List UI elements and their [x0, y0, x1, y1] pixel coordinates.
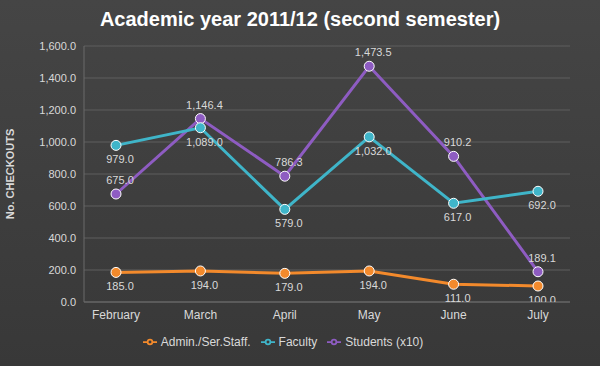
- svg-text:April: April: [273, 308, 297, 322]
- svg-text:July: July: [527, 308, 548, 322]
- svg-text:0.0: 0.0: [61, 296, 76, 308]
- html-text:Admin./Ser.Staff.: Admin./Ser.Staff.: [160, 335, 251, 349]
- svg-text:111.0: 111.0: [445, 292, 471, 302]
- svg-text:May: May: [358, 308, 381, 322]
- html-text:Students (x10): Students (x10): [345, 335, 424, 349]
- svg-text:1,400.0: 1,400.0: [39, 72, 76, 84]
- svg-text:February: February: [92, 308, 140, 322]
- svg-text:200.0: 200.0: [48, 264, 76, 276]
- svg-text:675.0: 675.0: [106, 174, 134, 186]
- svg-text:617.0: 617.0: [444, 211, 472, 223]
- svg-text:579.0: 579.0: [275, 217, 303, 229]
- svg-text:979.0: 979.0: [106, 153, 134, 165]
- svg-text:194.0: 194.0: [191, 279, 219, 291]
- svg-text:800.0: 800.0: [48, 168, 76, 180]
- svg-text:910.2: 910.2: [444, 136, 472, 148]
- svg-text:400.0: 400.0: [48, 232, 76, 244]
- svg-text:1,000.0: 1,000.0: [39, 136, 76, 148]
- svg-text:March: March: [184, 308, 217, 322]
- svg-text:1,473.5: 1,473.5: [355, 46, 392, 58]
- svg-text:189.1: 189.1: [528, 252, 556, 264]
- svg-text:600.0: 600.0: [48, 200, 76, 212]
- svg-text:1,089.0: 1,089.0: [186, 136, 223, 148]
- svg-text:June: June: [441, 308, 467, 322]
- html-text:Academic year 2011/12 (second: Academic year 2011/12 (second semester): [99, 8, 501, 30]
- svg-text:185.0: 185.0: [106, 280, 134, 292]
- svg-text:786.3: 786.3: [275, 156, 303, 168]
- svg-text:1,032.0: 1,032.0: [355, 145, 392, 157]
- svg-text:1,200.0: 1,200.0: [39, 104, 76, 116]
- svg-text:194.0: 194.0: [359, 279, 387, 291]
- svg-text:No. CHECKOUTS: No. CHECKOUTS: [8, 129, 16, 219]
- svg-text:179.0: 179.0: [275, 281, 303, 293]
- html-text:Faculty: Faculty: [278, 335, 318, 349]
- svg-text:1,600.0: 1,600.0: [39, 40, 76, 52]
- svg-text:692.0: 692.0: [528, 199, 556, 211]
- svg-text:100.0: 100.0: [528, 294, 556, 302]
- svg-text:1,146.4: 1,146.4: [186, 99, 223, 111]
